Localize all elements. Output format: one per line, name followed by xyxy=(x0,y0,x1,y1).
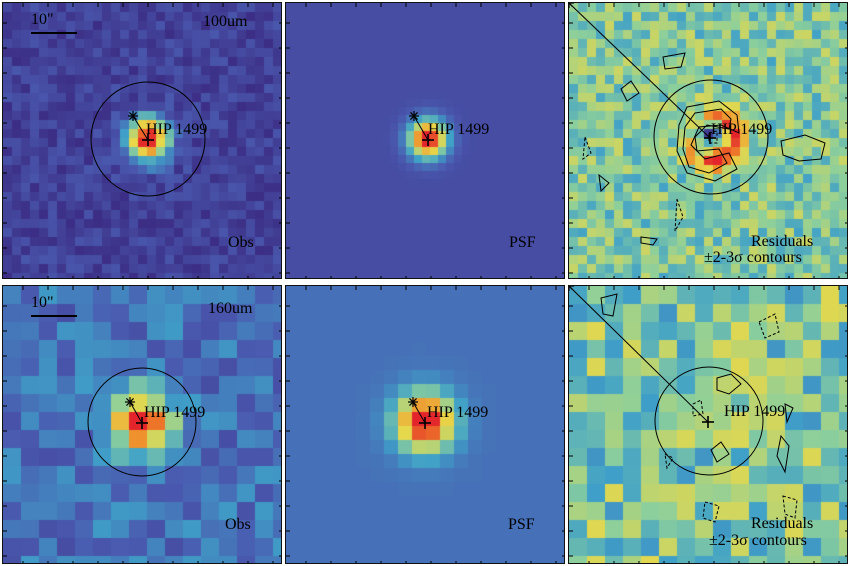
corner-label-160um-residuals: Residuals xyxy=(751,515,814,532)
positive-contour xyxy=(600,293,618,317)
positive-contour xyxy=(620,80,640,102)
aperture-circle xyxy=(90,81,206,197)
panel-160um-obs: 10" 160um HIP 1499 Obs xyxy=(2,285,282,564)
positive-contour xyxy=(676,100,740,182)
negative-contour xyxy=(708,130,718,144)
star-label-100um-residuals: HIP 1499 xyxy=(711,121,773,138)
negative-contour xyxy=(782,495,798,519)
star-asterisk xyxy=(410,112,418,120)
scale-label-100um: 10" xyxy=(31,11,54,28)
corner-label-100um-residuals: Residuals xyxy=(751,233,814,250)
positive-contour xyxy=(710,441,730,463)
overlay-160um-psf xyxy=(286,286,564,563)
band-label-100um: 100um xyxy=(203,13,248,30)
band-label-160um: 160um xyxy=(208,300,253,317)
star-label-160um-obs: HIP 1499 xyxy=(144,404,206,421)
star-asterisk xyxy=(129,112,137,120)
negative-contour xyxy=(674,198,684,232)
star-asterisk xyxy=(409,398,417,406)
panel-160um-psf: HIP 1499 PSF xyxy=(285,285,565,564)
offset-line xyxy=(132,115,149,141)
overlay-100um-psf xyxy=(286,3,564,278)
offset-line xyxy=(569,286,709,423)
aperture-circle xyxy=(87,367,197,477)
negative-contour xyxy=(758,313,780,339)
negative-contour xyxy=(702,501,720,523)
corner-label-100um-psf: PSF xyxy=(509,234,536,251)
star-asterisk xyxy=(569,286,573,290)
scale-label-160um: 10" xyxy=(31,294,54,311)
corner-label-160um-psf: PSF xyxy=(508,516,535,533)
positive-contour xyxy=(776,434,790,474)
positive-contour xyxy=(662,52,686,70)
overlay-160um-residuals xyxy=(569,286,847,563)
negative-contour xyxy=(664,453,674,470)
positive-contour xyxy=(682,108,732,174)
positive-contour xyxy=(784,403,794,424)
panel-100um-obs: 10" 100um HIP 1499 Obs xyxy=(2,2,282,279)
overlay-160um-obs xyxy=(3,286,281,563)
offset-line xyxy=(129,401,143,424)
star-label-100um-psf: HIP 1499 xyxy=(428,121,490,138)
positive-contour xyxy=(716,373,742,395)
star-label-100um-obs: HIP 1499 xyxy=(146,121,208,138)
negative-contour xyxy=(582,136,592,161)
star-label-160um-residuals: HIP 1499 xyxy=(724,403,786,420)
offset-line xyxy=(413,115,429,141)
corner-label-160um-obs: Obs xyxy=(225,516,251,533)
image-100um-residuals xyxy=(569,3,847,278)
corner-label-100um-obs: Obs xyxy=(228,234,254,251)
offset-line xyxy=(412,401,426,424)
positive-contour xyxy=(640,236,658,246)
positive-contour xyxy=(780,134,826,162)
overlay-100um-residuals xyxy=(569,3,847,278)
corner-label2-100um-residuals: ±2-3σ contours xyxy=(704,249,802,266)
panel-100um-residuals: HIP 1499 Residuals ±2-3σ contours xyxy=(568,2,848,279)
aperture-circle xyxy=(654,366,764,476)
offset-line xyxy=(569,3,711,139)
star-asterisk xyxy=(569,3,573,7)
star-asterisk xyxy=(126,398,134,406)
panel-160um-residuals: HIP 1499 Residuals ±2-3σ contours xyxy=(568,285,848,564)
panel-100um-psf: HIP 1499 PSF xyxy=(285,2,565,279)
star-label-160um-psf: HIP 1499 xyxy=(427,404,489,421)
negative-contour xyxy=(692,399,704,417)
aperture-circle xyxy=(653,79,769,195)
overlay-100um-obs xyxy=(3,3,281,278)
corner-label2-160um-residuals: ±2-3σ contours xyxy=(709,532,807,549)
positive-contour xyxy=(598,173,610,193)
